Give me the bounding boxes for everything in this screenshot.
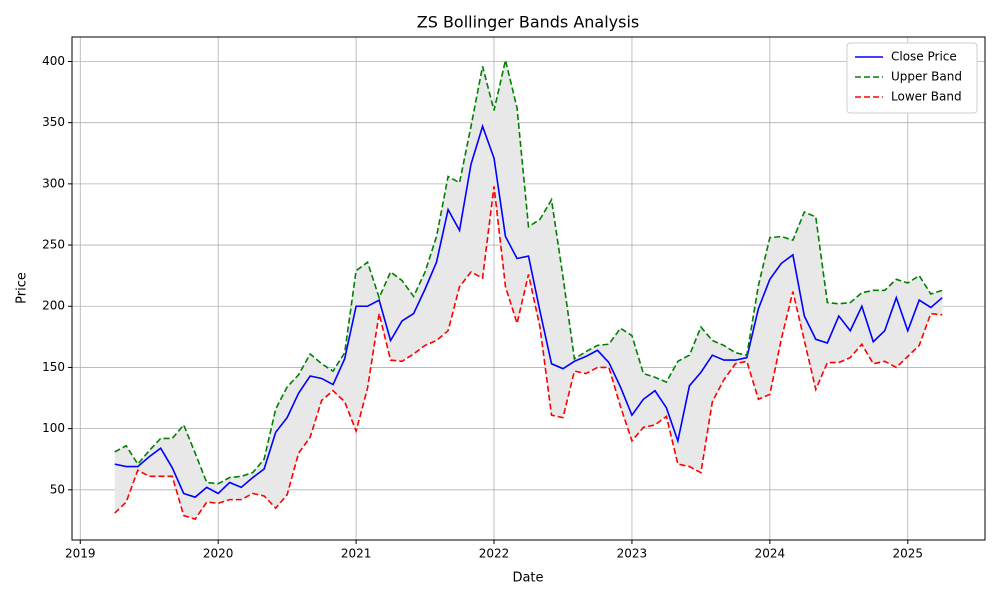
legend-label: Upper Band [891,70,962,84]
x-axis-label: Date [512,571,543,586]
y-tick-label: 350 [42,115,65,129]
y-tick-label: 400 [42,54,65,68]
y-tick-label: 100 [42,421,65,435]
x-tick-label: 2020 [203,547,234,561]
y-tick-label: 200 [42,299,65,313]
series-line [114,123,943,499]
y-axis-label: Price [15,272,30,304]
x-tick-label: 2025 [892,547,923,561]
y-tick-label: 250 [42,238,65,252]
x-tick-label: 2023 [617,547,648,561]
series-line [114,186,943,521]
y-tick-label: 150 [42,360,65,374]
legend-label: Close Price [891,50,957,64]
y-tick-label: 50 [50,482,65,496]
x-tick-label: 2021 [341,547,372,561]
plot-frame [71,36,986,541]
y-tick-label: 300 [42,176,65,190]
band-fill [114,60,943,520]
x-tick-label: 2024 [755,547,786,561]
x-tick-label: 2022 [479,547,510,561]
x-tick-label: 2019 [65,547,96,561]
chart-title: ZS Bollinger Bands Analysis [417,13,640,32]
series-line [114,60,943,485]
legend-label: Lower Band [891,90,962,104]
legend-box [846,42,978,114]
